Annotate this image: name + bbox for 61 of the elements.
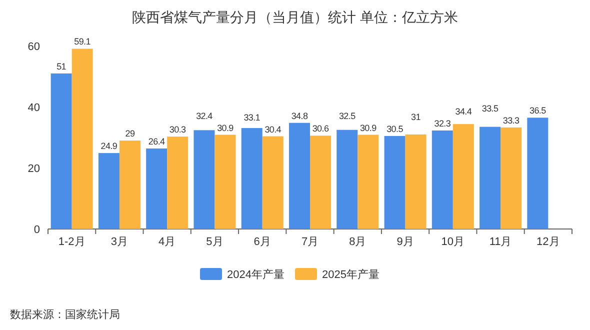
bar [167,136,188,229]
data-label: 24.9 [100,141,118,152]
bar [98,153,120,229]
bar [384,136,406,229]
data-label: 33.3 [502,115,520,126]
data-label: 30.9 [217,122,234,133]
data-label: 59.1 [74,36,91,47]
bar [146,148,168,229]
data-label: 26.4 [148,136,166,146]
data-label: 36.5 [530,106,546,116]
bar [50,73,72,229]
data-label: 33.5 [482,103,498,114]
bar [358,134,379,229]
data-label: 34.8 [291,110,308,121]
bar [336,130,358,229]
x-tick-label: 11月 [489,236,512,248]
source-note: 数据来源：国家统计局 [10,308,120,321]
data-label: 34.4 [455,106,472,116]
bar [241,128,262,229]
bar [452,124,474,229]
data-label: 32.3 [434,118,451,128]
data-label: 51 [56,61,66,72]
data-label: 33.1 [244,112,260,122]
bar [72,48,93,229]
x-tick-label: 5月 [206,236,224,248]
data-label: 30.5 [386,124,404,134]
x-tick-label: 12月 [536,236,560,248]
bar [405,134,426,229]
data-label: 29 [125,128,135,139]
x-tick-label: 3月 [110,236,128,248]
title: 陕西省煤气产量分月（当月值）统计 单位：亿立方米 [132,9,458,25]
x-tick-label: 1-2月 [58,236,86,248]
x-tick-label: 8月 [349,236,366,248]
x-tick-label: 10月 [441,236,465,248]
bar [310,136,331,229]
data-label: 30.6 [312,124,329,134]
bar [432,130,453,229]
data-label: 32.4 [196,110,213,121]
bar [214,134,236,229]
bar [480,126,501,229]
bar [194,130,215,229]
x-tick-label: 9月 [396,236,414,248]
bar [262,136,284,229]
data-label: 32.5 [338,110,356,121]
y-tick-label: 0 [34,224,40,236]
bar [500,127,522,229]
legend-label: 2025年产量 [322,268,380,281]
y-tick-label: 40 [28,102,40,114]
data-label: 30.9 [360,122,377,133]
data-label: 30.4 [264,124,282,134]
x-tick-label: 7月 [301,236,319,248]
data-label: 31 [411,112,421,122]
x-tick-label: 4月 [158,236,176,248]
bar [527,118,548,229]
y-tick-label: 60 [28,41,40,53]
data-label: 30.3 [169,124,186,134]
x-tick-label: 6月 [254,236,271,248]
bar [119,140,140,229]
legend-label: 2024年产量 [227,268,284,281]
bar [289,122,310,229]
y-tick-label: 20 [28,163,40,175]
